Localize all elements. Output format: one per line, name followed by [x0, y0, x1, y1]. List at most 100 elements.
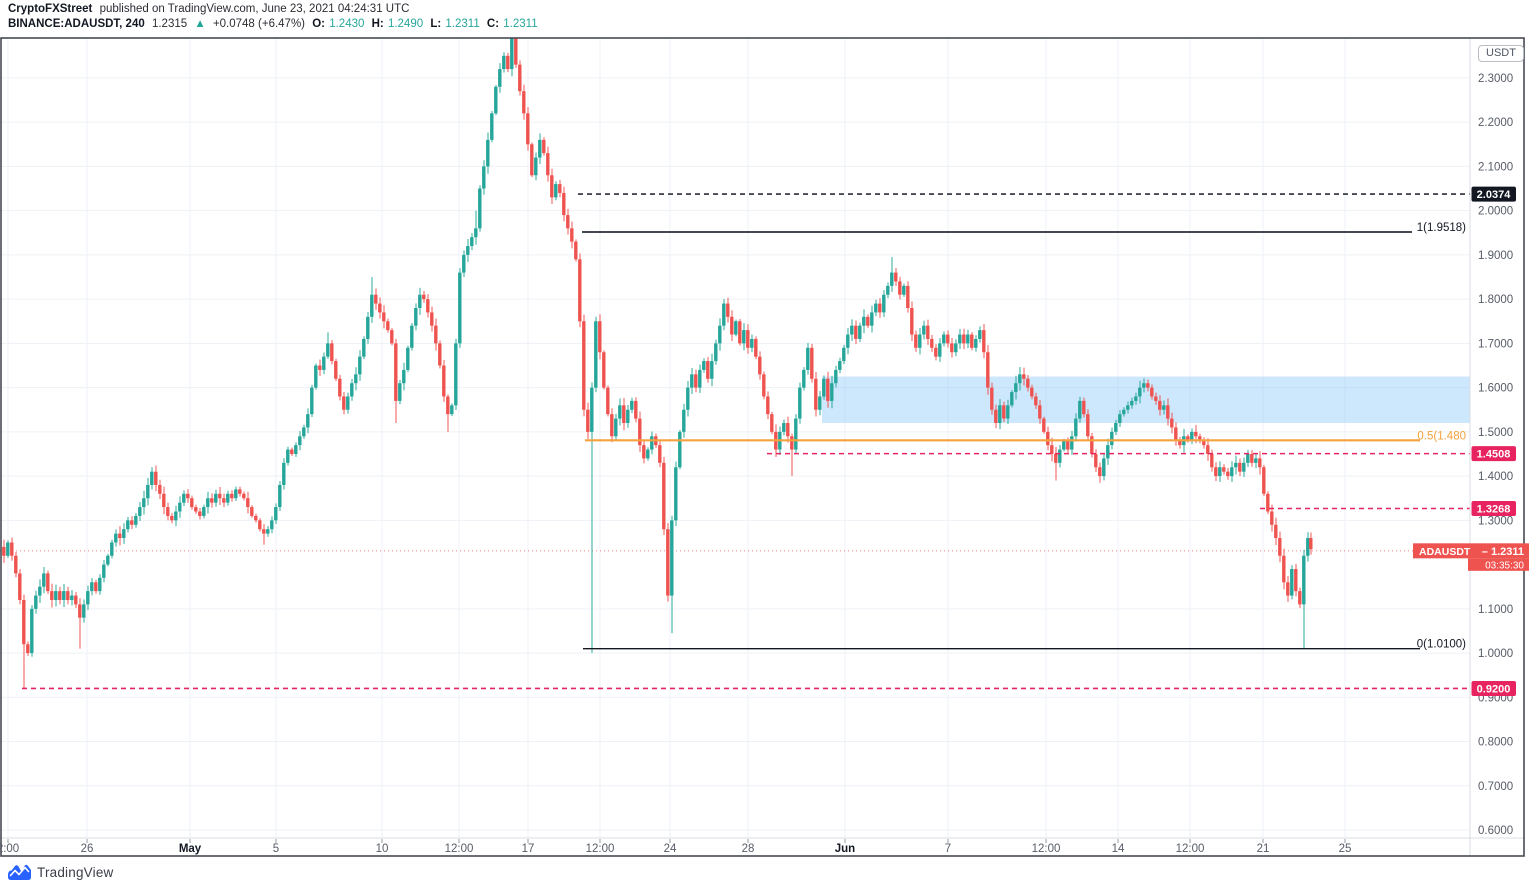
candle-wick	[263, 523, 265, 545]
candle	[906, 285, 910, 308]
candle	[810, 347, 814, 379]
candle	[230, 493, 234, 499]
chart-frame	[0, 37, 1525, 857]
candle	[1046, 431, 1050, 446]
candle	[238, 489, 242, 494]
candle	[966, 334, 970, 344]
candle	[30, 608, 34, 654]
close-label: C:	[486, 18, 500, 30]
candle	[114, 533, 118, 543]
candle	[454, 343, 458, 406]
candle	[1118, 414, 1122, 424]
supply-zone[interactable]	[822, 376, 1470, 424]
price-tick-label: 1.8000	[1478, 294, 1513, 306]
candle	[698, 369, 702, 388]
candle	[1102, 458, 1106, 477]
tradingview-logo[interactable]: TradingView	[7, 863, 114, 881]
price-tick-label: 1.1000	[1478, 604, 1513, 616]
candle	[86, 591, 90, 605]
candle	[254, 515, 258, 521]
price-tick-label: 0.8000	[1478, 737, 1513, 749]
candle	[1062, 440, 1066, 450]
last-price: 1.2315	[151, 18, 188, 30]
candle	[214, 493, 218, 503]
candle	[158, 484, 162, 494]
candle	[738, 321, 742, 344]
candle	[162, 493, 166, 508]
candle-wick	[1055, 446, 1057, 481]
candle	[818, 396, 822, 410]
candle	[710, 361, 714, 379]
candle	[734, 321, 738, 335]
candle	[666, 529, 670, 596]
candle	[1206, 445, 1210, 454]
candle	[1082, 400, 1086, 415]
candle	[450, 405, 454, 415]
candle	[766, 396, 770, 415]
price-tick-label: 1.3000	[1478, 515, 1513, 527]
candle	[626, 409, 630, 424]
candle	[1110, 431, 1114, 446]
candle	[858, 325, 862, 339]
candle	[1010, 392, 1014, 406]
candle	[1022, 374, 1026, 379]
candle	[614, 418, 618, 437]
tradingview-logo-text: TradingView	[37, 864, 114, 880]
time-tick-label: 17	[522, 843, 535, 855]
candle	[26, 644, 30, 654]
time-tick-label: 14	[1112, 843, 1125, 855]
candle	[1234, 462, 1238, 468]
candle	[1126, 405, 1130, 410]
candle	[282, 462, 286, 485]
candle	[182, 493, 186, 503]
candle	[634, 400, 638, 419]
candle	[898, 281, 902, 295]
close-value: 1.2311	[503, 18, 538, 30]
candle	[830, 383, 834, 401]
candle	[1290, 569, 1294, 596]
candle	[782, 423, 786, 432]
candle	[414, 307, 418, 326]
candle	[1238, 462, 1242, 472]
candle	[670, 520, 674, 596]
candle	[330, 343, 334, 362]
candle	[506, 55, 510, 70]
candle	[606, 387, 610, 415]
candle	[1286, 582, 1290, 596]
candle	[674, 467, 678, 521]
candle	[514, 38, 518, 65]
candle	[494, 86, 498, 114]
candle	[74, 595, 78, 605]
candle	[278, 484, 282, 508]
candle	[1154, 396, 1158, 401]
svg-text:0.9200: 0.9200	[1477, 683, 1511, 695]
candle	[294, 445, 298, 454]
currency-toggle-button[interactable]: USDT	[1478, 45, 1524, 62]
time-axis[interactable]: 2:00 26 May 5 10 12:00 17 12:00 24 28 Jun 7 12:00 14 1…	[0, 839, 1351, 855]
publish-line: CryptoFXStreet published on TradingView.…	[8, 2, 542, 17]
candle	[750, 338, 754, 348]
candle	[838, 361, 842, 370]
candle	[1006, 405, 1010, 419]
candle	[130, 520, 134, 525]
time-tick-label: 26	[81, 843, 94, 855]
candle	[994, 409, 998, 424]
candle	[534, 157, 538, 176]
svg-text:ADAUSDT: ADAUSDT	[1419, 546, 1471, 558]
price-tick-label: 1.9000	[1478, 250, 1513, 262]
candle	[962, 334, 966, 344]
candle	[1114, 423, 1118, 432]
candle	[1130, 400, 1134, 406]
candle	[570, 228, 574, 242]
candle	[1258, 458, 1262, 468]
candle	[318, 365, 322, 370]
low-label: L:	[430, 18, 442, 30]
candle	[358, 356, 362, 375]
candle	[146, 484, 150, 499]
candle	[1078, 400, 1082, 419]
candle	[94, 582, 98, 592]
candle	[170, 515, 174, 521]
price-tick-label: 1.4000	[1478, 471, 1513, 483]
candle	[1242, 462, 1246, 472]
